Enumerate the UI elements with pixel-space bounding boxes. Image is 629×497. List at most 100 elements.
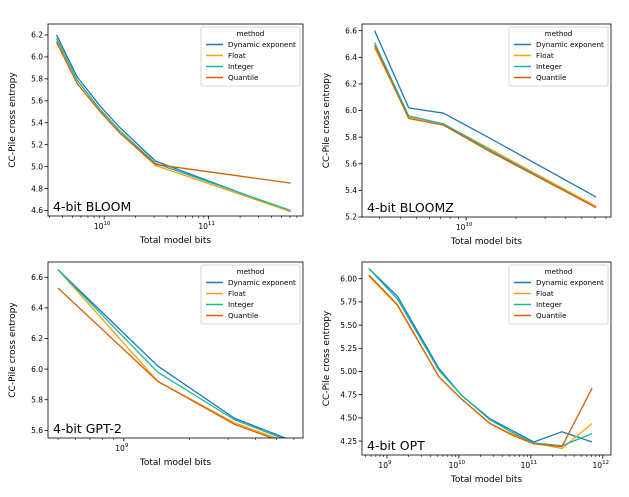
chart-panel-2: 109 5.6 5.8 6.0 6.2 6.4 6.6 Total model bits CC-…	[8, 261, 304, 468]
y-tick-label: 6.2	[31, 334, 43, 343]
x-tick-label: 1011	[198, 221, 215, 231]
legend-box	[200, 26, 301, 87]
y-tick-label: 5.2	[31, 140, 43, 149]
series-line-dynamic-exponent	[55, 34, 291, 213]
series-line-integer	[57, 269, 284, 438]
y-tick-label: 5.8	[31, 75, 43, 84]
x-tick-exponent: 12	[602, 460, 609, 466]
series-line-dynamic-exponent	[368, 268, 593, 443]
plot-frame	[361, 23, 612, 218]
legend: method Dynamic exponent Float Integer Quanti…	[508, 264, 609, 325]
y-tick-label: 5.8	[31, 395, 43, 404]
x-tick-label: 109	[115, 443, 129, 453]
panel-tag: 4-bit OPT	[367, 438, 425, 453]
legend-title: method	[545, 267, 573, 276]
panel-tag: 4-bit BLOOMZ	[367, 200, 454, 215]
y-tick-label: 6.0	[31, 53, 43, 62]
x-tick-exponent: 10	[465, 222, 472, 228]
series-line-quantile	[55, 41, 291, 184]
legend-entry: Quantile	[228, 73, 259, 82]
legend-entry: Dynamic exponent	[228, 40, 296, 49]
legend-entry: Float	[228, 289, 246, 298]
x-axis-label: Total model bits	[450, 237, 523, 247]
legend-box	[508, 264, 609, 325]
legend-entry: Quantile	[536, 311, 567, 320]
series-line-quantile	[368, 274, 593, 448]
legend-entry: Integer	[228, 300, 254, 309]
y-tick-label: 5.6	[31, 97, 43, 106]
legend-box	[200, 264, 301, 325]
legend-entry: Dynamic exponent	[536, 40, 604, 49]
y-tick-label: 5.2	[345, 213, 357, 222]
legend-entry: Integer	[536, 300, 562, 309]
y-tick-label: 5.0	[31, 162, 43, 171]
legend-box	[508, 26, 609, 87]
x-tick-exponent: 11	[208, 221, 215, 227]
x-tick-label: 1011	[521, 460, 538, 470]
y-tick-label: 6.00	[340, 274, 357, 283]
x-tick-exponent: 11	[530, 460, 537, 466]
y-tick-label: 4.25	[340, 437, 357, 446]
plot-frame	[47, 23, 304, 217]
chart-panel-3: 109 1010 1011 10124.254.504.755.005.255.505…	[322, 261, 612, 485]
series-line-integer	[368, 268, 593, 447]
y-axis-label: CC-Pile cross entropy	[8, 72, 18, 168]
plot-frame	[361, 261, 612, 456]
y-axis-label: CC-Pile cross entropy	[322, 72, 332, 168]
legend-title: method	[237, 29, 265, 38]
series-group	[368, 268, 593, 450]
legend-entry: Float	[228, 51, 246, 60]
x-tick-label: 1010	[94, 221, 111, 231]
x-tick-exponent: 10	[458, 460, 465, 466]
y-tick-label: 4.75	[340, 390, 357, 399]
series-line-dynamic-exponent	[57, 269, 288, 438]
x-tick-label: 1012	[593, 460, 610, 470]
legend-entry: Quantile	[228, 311, 259, 320]
y-tick-label: 6.6	[31, 273, 43, 282]
series-group	[374, 30, 597, 209]
legend-entry: Float	[536, 51, 554, 60]
y-axis-label: CC-Pile cross entropy	[8, 302, 18, 398]
legend-entry: Integer	[536, 62, 562, 71]
legend-entry: Dynamic exponent	[228, 278, 296, 287]
legend-title: method	[545, 29, 573, 38]
y-tick-label: 5.50	[340, 321, 357, 330]
legend-entry: Integer	[228, 62, 254, 71]
y-tick-label: 5.4	[345, 186, 357, 195]
y-tick-label: 6.2	[345, 80, 357, 89]
y-tick-label: 4.8	[31, 184, 43, 193]
y-axis-label: CC-Pile cross entropy	[322, 310, 332, 406]
series-line-quantile	[57, 287, 274, 438]
y-tick-label: 5.75	[340, 298, 357, 307]
y-tick-label: 6.0	[345, 106, 357, 115]
legend: method Dynamic exponent Float Integer Quanti…	[200, 264, 301, 325]
y-tick-label: 4.6	[31, 206, 43, 215]
legend-title: method	[237, 267, 265, 276]
panel-tag: 4-bit BLOOM	[53, 199, 131, 214]
y-tick-label: 5.4	[31, 118, 43, 127]
series-line-quantile	[374, 45, 597, 209]
series-group	[55, 34, 291, 213]
legend: method Dynamic exponent Float Integer Quanti…	[200, 26, 301, 87]
chart-panel-1: 1010 5.2 5.4 5.6 5.8 6.0 6.2 6.4 6.6 Total model …	[322, 23, 612, 247]
x-tick-exponent: 9	[125, 443, 129, 449]
x-tick-label: 1010	[456, 222, 473, 232]
x-tick-label: 109	[378, 460, 392, 470]
series-line-integer	[55, 37, 291, 212]
y-tick-label: 6.2	[31, 31, 43, 40]
legend: method Dynamic exponent Float Integer Quanti…	[508, 26, 609, 87]
y-tick-label: 5.6	[345, 159, 357, 168]
x-axis-label: Total model bits	[139, 458, 212, 468]
panel-tag: 4-bit GPT-2	[53, 421, 122, 436]
plot-frame	[47, 261, 304, 439]
x-axis-label: Total model bits	[450, 475, 523, 485]
y-tick-label: 6.0	[31, 365, 43, 374]
y-tick-label: 4.50	[340, 414, 357, 423]
y-tick-label: 6.4	[31, 304, 43, 313]
series-line-integer	[374, 42, 597, 209]
y-tick-label: 5.25	[340, 344, 357, 353]
series-group	[57, 269, 288, 438]
series-line-dynamic-exponent	[374, 30, 597, 198]
y-tick-label: 6.4	[345, 53, 357, 62]
